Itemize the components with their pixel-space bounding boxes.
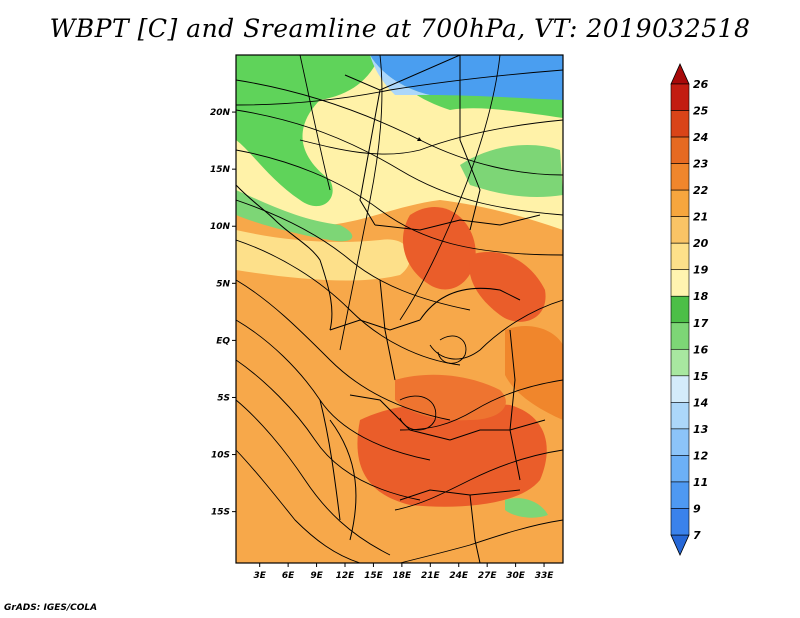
colorbar-label: 11 (693, 476, 708, 489)
colorbar-swatch (670, 189, 690, 217)
lat-tick-label: 15S (211, 508, 230, 518)
colorbar-label: 7 (693, 529, 701, 542)
streamline (236, 239, 461, 366)
lon-tick-label: 15E (364, 571, 384, 581)
colorbar-swatch (670, 136, 690, 164)
region-green-southeast (505, 498, 548, 518)
colorbar-swatch (670, 322, 690, 350)
colorbar-swatch (670, 83, 690, 111)
lon-tick-label: 12E (336, 571, 356, 581)
region-green-belt (236, 55, 380, 207)
streamline (236, 449, 361, 563)
latitude-axis: 20N 15N 10N 5N EQ 5S 10S 15S (210, 108, 236, 518)
streamline-layer (236, 55, 563, 563)
region-green-strip (236, 190, 353, 242)
grads-credit: GrADS: IGES/COLA (4, 603, 98, 613)
streamline (437, 335, 467, 364)
colorbar-label: 20 (693, 237, 709, 250)
lon-tick-label: 27E (478, 571, 498, 581)
colorbar-swatch (670, 375, 690, 403)
lat-tick-label: 5S (217, 393, 230, 403)
colorbar-swatch (670, 402, 690, 430)
streamline (236, 109, 563, 216)
region-cream-mid (236, 230, 411, 281)
lat-tick-label: EQ (216, 336, 230, 346)
lon-tick-label: 6E (282, 571, 295, 581)
lon-tick-label: 33E (535, 571, 555, 581)
streamline (236, 149, 563, 256)
colorbar-swatch (670, 348, 690, 377)
lon-tick-label: 9E (310, 571, 323, 581)
region-warm-east (505, 325, 563, 420)
lat-tick-label: 5N (216, 279, 230, 289)
streamline (339, 55, 383, 351)
streamline (429, 299, 563, 360)
colorbar-label: 21 (693, 211, 708, 224)
colorbar-swatch (670, 110, 690, 138)
colorbar-swatch (670, 163, 690, 191)
colorbar-swatch (670, 242, 690, 271)
streamline (236, 69, 563, 106)
streamline (299, 119, 563, 155)
colorbar-label: 19 (693, 264, 709, 277)
map-title: WBPT [C] and Sreamline at 700hPa, VT: 20… (49, 14, 751, 43)
colorbar-swatch (670, 428, 690, 456)
region-hot-core-central (395, 374, 506, 421)
streamline (299, 55, 331, 191)
colorbar-label: 26 (693, 78, 709, 91)
map-frame (235, 54, 564, 564)
colorbar-label: 23 (693, 158, 709, 171)
colorbar-bottom-arrow (670, 534, 690, 556)
streamline (399, 519, 563, 563)
wbpt-fill-layer (236, 55, 563, 563)
colorbar-top-arrow (670, 63, 690, 85)
lat-tick-label: 10S (211, 451, 230, 461)
streamline (236, 79, 563, 176)
region-cool-north-east (370, 55, 563, 100)
colorbar-label: 15 (693, 370, 709, 383)
lat-tick-label: 10N (210, 222, 231, 232)
colorbar-label: 14 (693, 396, 708, 409)
colorbar-swatch (670, 455, 690, 483)
lon-tick-label: 24E (449, 571, 469, 581)
lon-tick-label: 30E (506, 571, 526, 581)
colorbar-label: 24 (693, 131, 708, 144)
colorbar-label: 25 (693, 105, 709, 118)
colorbar-swatch (670, 508, 690, 536)
lon-tick-label: 21E (421, 571, 441, 581)
colorbar-label: 13 (693, 423, 709, 436)
country-borders (236, 55, 546, 563)
lon-tick-label: 3E (253, 571, 266, 581)
streamline (399, 55, 501, 321)
streamline (394, 449, 563, 511)
colorbar-label: 12 (693, 449, 709, 462)
streamline (236, 359, 421, 501)
colorbar-label: 18 (693, 290, 709, 303)
region-hot-core-east (469, 251, 546, 322)
wbpt-colorbar: 26 25 24 23 22 21 20 19 18 17 16 15 14 13 12 11 9 7 (670, 63, 709, 556)
colorbar-swatch (670, 295, 690, 324)
colorbar-label: 16 (693, 343, 709, 356)
streamline (236, 399, 391, 556)
streamline (399, 395, 437, 431)
lon-tick-label: 18E (393, 571, 413, 581)
region-hot-core-south (357, 402, 547, 507)
colorbar-label: 17 (693, 317, 709, 330)
colorbar-swatch (670, 216, 690, 244)
colorbar-label: 9 (693, 502, 701, 515)
colorbar-label: 22 (693, 184, 709, 197)
colorbar-swatch (670, 481, 690, 509)
longitude-axis: 3E 6E 9E 12E 15E 18E 21E 24E 27E 30E 33E (253, 563, 554, 581)
lat-tick-label: 15N (210, 165, 231, 175)
lat-tick-label: 20N (210, 108, 231, 118)
colorbar-swatch (670, 269, 690, 297)
streamline (236, 199, 471, 311)
streamline (236, 279, 451, 421)
